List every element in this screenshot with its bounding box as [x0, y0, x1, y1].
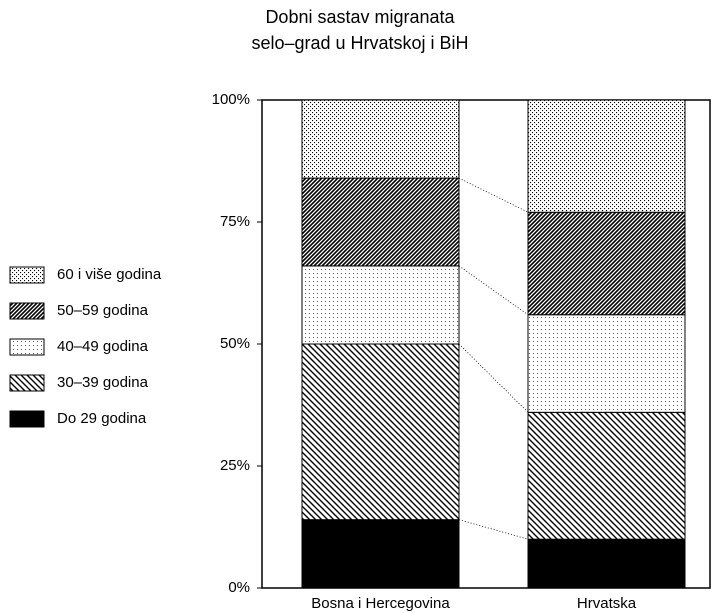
- legend-swatch: [9, 410, 45, 428]
- bar-segment: [301, 177, 460, 267]
- legend-swatch: [9, 302, 45, 320]
- connector: [458, 519, 529, 540]
- legend-swatch: [9, 338, 45, 356]
- legend-label: 30–39 godina: [57, 374, 149, 391]
- x-tick-label: Hrvatska: [577, 595, 637, 612]
- y-tick-label: 25%: [220, 457, 250, 474]
- connector: [458, 177, 529, 213]
- bar-segment: [301, 519, 460, 589]
- bar-segment: [527, 314, 686, 413]
- legend-label: 60 i više godina: [57, 266, 162, 283]
- bar-segment: [301, 343, 460, 521]
- y-tick-label: 75%: [220, 213, 250, 230]
- legend-label: 50–59 godina: [57, 302, 149, 319]
- legend-swatch: [9, 374, 45, 392]
- bar-segment: [527, 538, 686, 589]
- y-tick-label: 50%: [220, 335, 250, 352]
- bar-segment: [527, 211, 686, 316]
- y-tick-label: 100%: [212, 91, 250, 108]
- connector: [458, 265, 529, 316]
- legend-swatch: [9, 266, 45, 284]
- bar-segment: [301, 99, 460, 179]
- x-tick-label: Bosna i Hercegovina: [311, 595, 450, 612]
- chart-title: Dobni sastav migranata: [265, 7, 455, 27]
- chart-subtitle: selo–grad u Hrvatskoj i BiH: [251, 33, 468, 53]
- bar-segment: [301, 265, 460, 345]
- connector: [458, 343, 529, 413]
- y-tick-label: 0%: [228, 579, 250, 596]
- legend-label: Do 29 godina: [57, 410, 147, 427]
- bar-segment: [527, 411, 686, 540]
- legend-label: 40–49 godina: [57, 338, 149, 355]
- bar-segment: [527, 99, 686, 213]
